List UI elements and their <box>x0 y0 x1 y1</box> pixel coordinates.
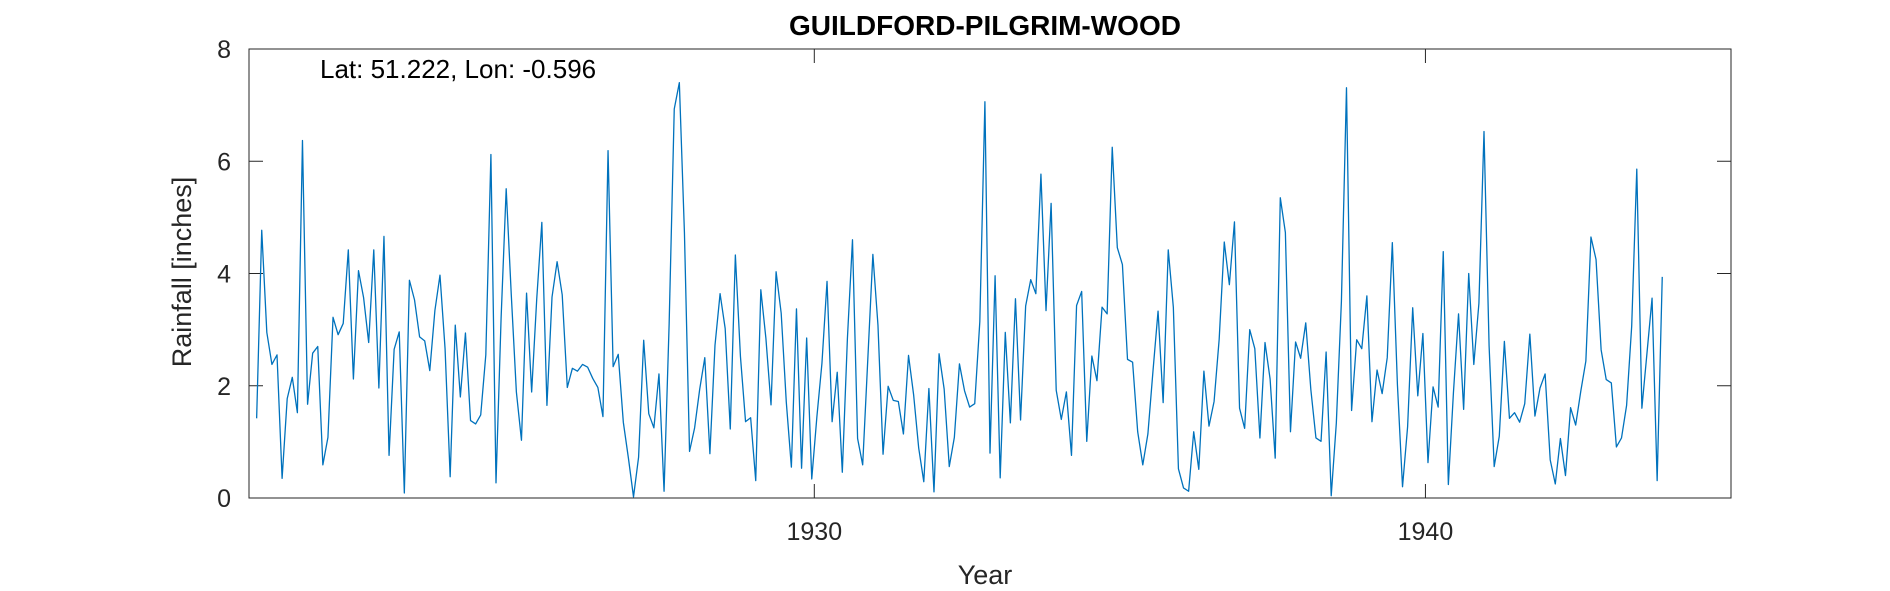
y-tick-label: 6 <box>217 148 231 176</box>
y-axis-label: Rainfall [inches] <box>167 177 197 368</box>
rainfall-series-line <box>255 82 1663 498</box>
x-tick-label: 1930 <box>786 518 842 546</box>
x-tick-label: 1940 <box>1398 518 1454 546</box>
chart-title: GUILDFORD-PILGRIM-WOOD <box>789 10 1181 41</box>
y-tick-label: 2 <box>217 373 231 401</box>
y-tick-label: 0 <box>217 485 231 513</box>
location-annotation: Lat: 51.222, Lon: -0.596 <box>320 54 596 84</box>
axis-ticks: 0 2 4 6 8 1930 1940 <box>217 36 1731 546</box>
y-tick-label: 4 <box>217 261 231 289</box>
y-tick-label: 8 <box>217 36 231 64</box>
x-axis-label: Year <box>958 560 1013 590</box>
